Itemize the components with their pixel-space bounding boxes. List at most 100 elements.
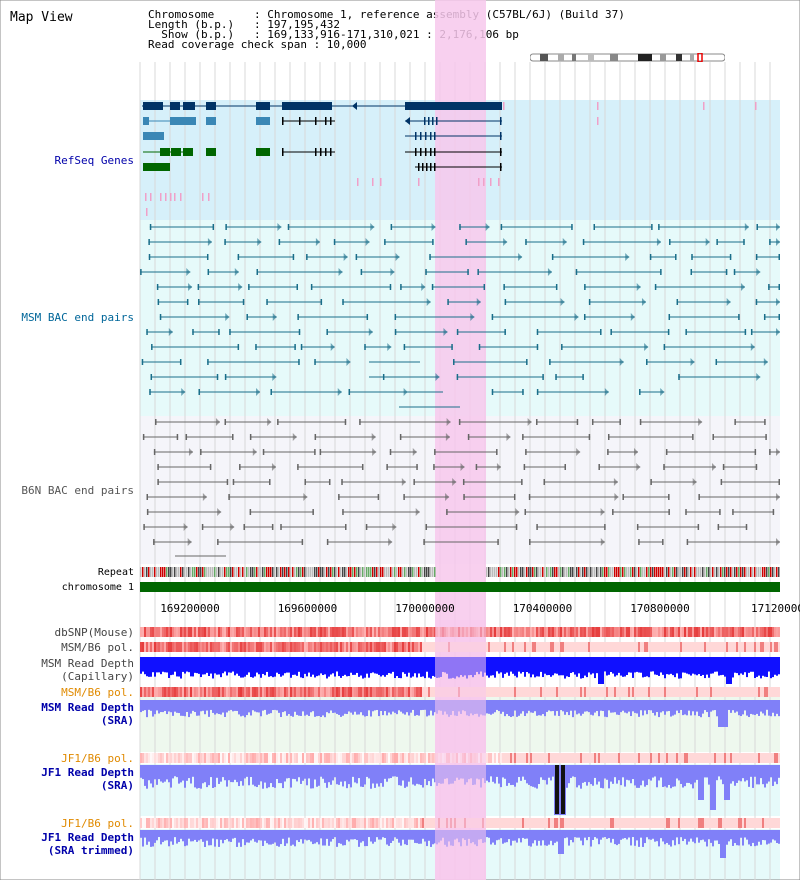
depth-bar [160,700,162,713]
polymorphism-cell [560,753,562,763]
track-label-refseq[interactable]: RefSeq Genes [54,154,134,167]
repeat-block [208,567,210,577]
bac-end [776,448,780,456]
gene-exon [143,102,163,110]
chromosome-ideogram[interactable] [530,53,725,62]
polymorphism-cell [146,627,148,637]
polymorphism-cell [684,642,686,652]
depth-bar [712,830,714,847]
polymorphism-cell [760,627,762,637]
polymorphism-cell [712,642,714,652]
depth-bar [146,700,148,718]
depth-bar [352,765,354,777]
depth-bar [648,830,650,840]
track-label-msm-bac[interactable]: MSM BAC end pairs [21,311,134,324]
track-label-jf1-depth-trimmed[interactable]: JF1 Read Depth (SRA trimmed) [41,831,134,857]
polymorphism-cell [232,642,234,652]
depth-bar [418,765,420,785]
polymorphism-cell [556,627,558,637]
polymorphism-cell [594,642,596,652]
depth-bar [768,830,770,844]
bac-end [764,419,766,425]
polymorphism-cell [568,642,570,652]
polymorphism-cell [224,687,226,697]
track-label-msm-b6-pol[interactable]: MSM/B6 pol. [61,641,134,654]
depth-bar [662,700,664,712]
polymorphism-cell [606,818,608,828]
track-label-msm-depth-sra[interactable]: MSM Read Depth (SRA) [41,701,134,727]
track-label-msm-b6-pol-sra[interactable]: MSM/B6 pol. [61,686,134,699]
depth-bar [298,765,300,778]
depth-bar [640,765,642,786]
polymorphism-cell [300,687,302,697]
track-label-jf1-depth-sra[interactable]: JF1 Read Depth (SRA) [41,766,134,792]
depth-bar [182,657,184,672]
polymorphism-cell [366,627,368,637]
bac-end [776,223,780,231]
bac-end [697,524,700,530]
polymorphism-cell [486,753,488,763]
depth-bar [320,657,322,674]
polymorphism-cell [164,687,166,697]
depth-bar [680,657,682,679]
repeat-block [488,567,490,577]
polymorphism-cell [202,687,204,697]
polymorphism-cell [680,687,682,697]
depth-bar [354,830,356,840]
repeat-block [296,567,298,577]
polymorphism-cell [176,753,178,763]
bac-end [266,299,268,305]
repeat-block [724,567,726,577]
track-label-b6n-bac[interactable]: B6N BAC end pairs [21,484,134,497]
bac-end [755,299,758,305]
polymorphism-cell [428,753,430,763]
depth-bar [226,700,228,713]
depth-bar [608,657,610,675]
polymorphism-cell [210,627,212,637]
depth-bar [494,765,496,784]
bac-end [663,344,666,350]
repeat-block [694,567,696,577]
depth-bar [526,700,528,714]
polymorphism-cell [404,627,406,637]
bac-end [314,449,316,455]
track-label-msm-depth-capillary[interactable]: MSM Read Depth (Capillary) [41,657,134,683]
depth-bar [362,830,364,842]
polymorphism-cell [196,687,198,697]
depth-bar [234,830,236,838]
depth-bar [708,830,710,840]
bac-end [668,509,670,515]
polymorphism-cell [752,818,754,828]
track-label-jf1-b6-pol-trimmed[interactable]: JF1/B6 pol. [61,817,134,830]
polymorphism-cell [764,818,766,828]
polymorphism-cell [494,753,496,763]
repeat-block [224,567,226,577]
depth-bar [204,765,206,783]
depth-bar [656,830,658,842]
polymorphism-cell [706,753,708,763]
polymorphism-cell [242,687,244,697]
bac-end [185,434,188,440]
polymorphism-cell [598,627,600,637]
depth-bar [508,765,510,784]
polymorphism-cell [402,627,404,637]
polymorphism-cell [540,753,542,763]
track-label-repeat[interactable]: Repeat [97,567,134,578]
track-label-dbsnp[interactable]: dbSNP(Mouse) [54,626,134,639]
polymorphism-cell [384,642,386,652]
polymorphism-cell [750,627,752,637]
track-label-jf1-b6-pol[interactable]: JF1/B6 pol. [61,752,134,765]
polymorphism-cell [208,627,210,637]
polymorphism-cell [310,818,312,828]
depth-bar [574,657,576,675]
polymorphism-cell [542,753,544,763]
polymorphism-cell [288,818,290,828]
depth-bar [682,657,684,673]
gene-arrow [352,102,357,110]
depth-bar [582,830,584,846]
depth-bar [748,830,750,845]
depth-bar [714,657,716,672]
polymorphism-cell [624,642,626,652]
track-label-chromosome[interactable]: chromosome 1 [61,582,134,593]
